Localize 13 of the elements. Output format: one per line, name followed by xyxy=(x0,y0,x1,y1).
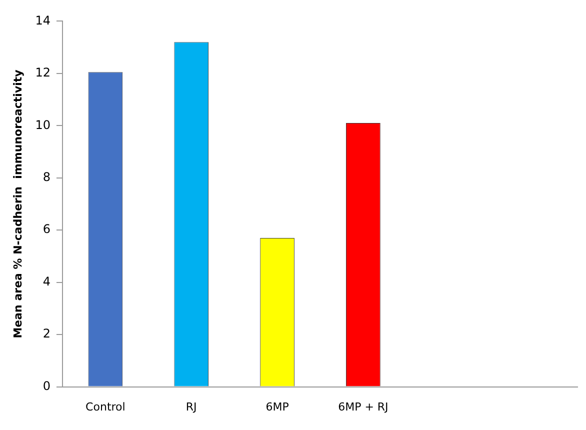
x-tick-label: 6MP xyxy=(266,400,290,414)
y-tick-label: 14 xyxy=(35,13,50,28)
y-tick-label: 8 xyxy=(42,170,50,184)
x-tick-label: 6MP + RJ xyxy=(338,400,388,414)
y-tick-label: 0 xyxy=(42,378,50,393)
y-tick-label: 10 xyxy=(35,118,50,132)
x-tick-label: RJ xyxy=(186,400,197,414)
y-tick-label: 6 xyxy=(42,222,50,236)
y-tick-label: 2 xyxy=(42,326,50,341)
y-axis-title: Mean area % N-cadherin immunoreactivity xyxy=(11,70,24,338)
y-tick-label: 4 xyxy=(42,274,50,288)
y-tick-label: 12 xyxy=(35,66,50,80)
x-tick-label: Control xyxy=(86,400,126,414)
